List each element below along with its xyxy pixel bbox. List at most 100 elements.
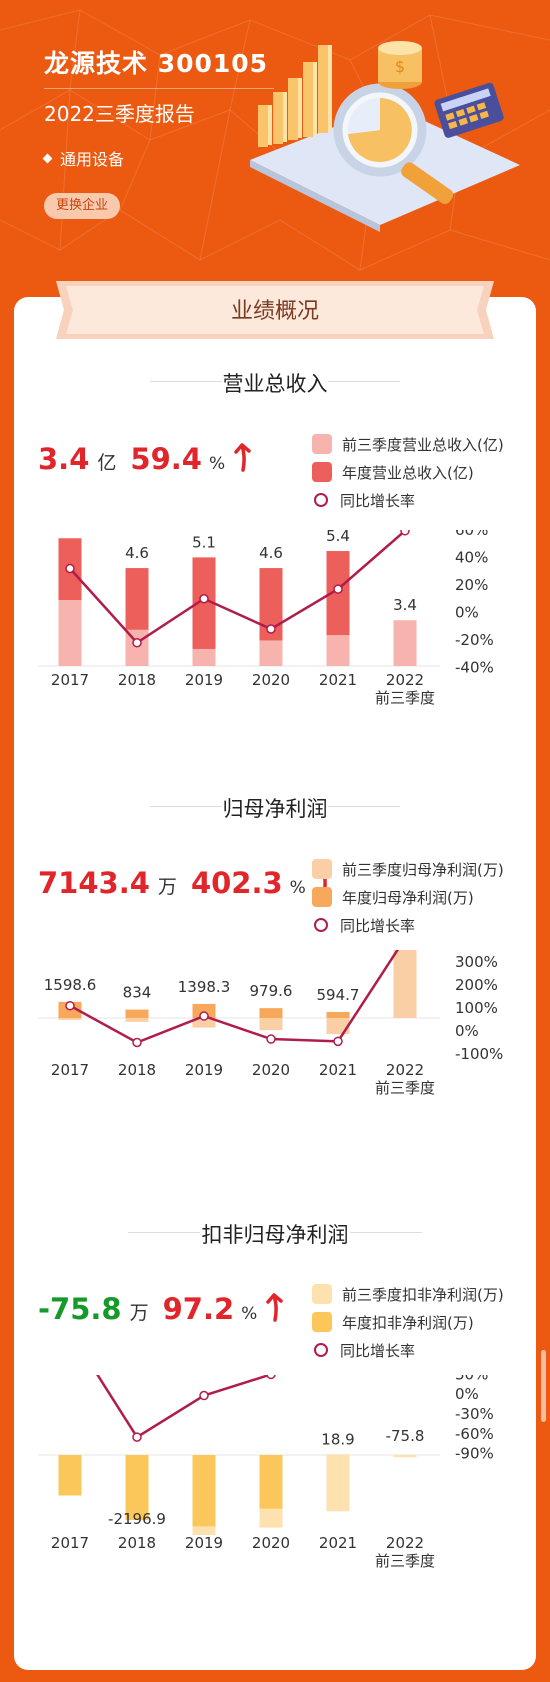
net-profit-title: 归母净利润 bbox=[222, 797, 328, 821]
growth-point bbox=[132, 638, 142, 648]
legend-label: 同比增长率 bbox=[340, 491, 416, 510]
svg-text:$: $ bbox=[395, 57, 405, 76]
bar-cumulative bbox=[259, 640, 283, 666]
growth-point bbox=[333, 1036, 343, 1047]
report-period: 2022三季度报告 bbox=[44, 102, 195, 126]
data-label: 979.6 bbox=[250, 982, 293, 1000]
legend-swatch bbox=[312, 1284, 332, 1304]
scrollbar[interactable] bbox=[541, 1350, 546, 1422]
data-label: 6 bbox=[65, 530, 75, 532]
y2-tick-label: -30% bbox=[455, 1405, 494, 1423]
y2-tick-label: -100% bbox=[455, 1045, 503, 1063]
net-profit-legend: 前三季度归母净利润(万) 年度归母净利润(万) 同比增长率 bbox=[312, 855, 504, 939]
growth-point bbox=[65, 563, 75, 574]
bar-cumulative bbox=[58, 1018, 82, 1020]
data-label: 594.7 bbox=[317, 986, 360, 1004]
bar-annual bbox=[259, 568, 283, 641]
kpi-growth: 97.2 bbox=[162, 1292, 235, 1326]
bar-annual bbox=[125, 568, 149, 630]
legend-label: 前三季度营业总收入(亿) bbox=[342, 435, 504, 454]
company-title: 龙源技术 300105 bbox=[44, 49, 269, 78]
growth-point bbox=[333, 584, 343, 594]
bar-cumulative bbox=[58, 600, 82, 666]
growth-point bbox=[199, 594, 209, 604]
legend-item-growth: 同比增长率 bbox=[312, 486, 504, 514]
legend-swatch bbox=[312, 887, 332, 907]
y2-tick-label: 20% bbox=[455, 576, 488, 594]
kpi-growth: 59.4 bbox=[130, 442, 202, 476]
legend-item-cum: 前三季度归母净利润(万) bbox=[312, 855, 504, 883]
growth-point bbox=[266, 1375, 276, 1380]
x-tick-label: 2017 bbox=[51, 671, 89, 689]
x-tick-label: 2019 bbox=[185, 1534, 223, 1552]
bar-annual bbox=[58, 1455, 82, 1496]
title-rule-left bbox=[150, 381, 222, 382]
revenue-title: 营业总收入 bbox=[222, 372, 328, 396]
data-label: 4.6 bbox=[125, 544, 149, 562]
y2-tick-label: 200% bbox=[455, 976, 498, 994]
kpi-value: 3.4 bbox=[38, 442, 90, 476]
legend-label: 同比增长率 bbox=[340, 916, 416, 935]
bar-annual bbox=[326, 1012, 350, 1018]
data-label: 1398.3 bbox=[178, 978, 231, 996]
y2-tick-label: 60% bbox=[455, 530, 488, 539]
x-tick-label: 2020 bbox=[252, 1061, 290, 1079]
growth-line bbox=[96, 1375, 273, 1439]
bar-cumulative bbox=[192, 648, 216, 666]
net-profit-kpi: 7143.4 万 402.3% bbox=[38, 866, 334, 900]
bar-cumulative bbox=[393, 950, 417, 1018]
legend-item-cum: 前三季度营业总收入(亿) bbox=[312, 430, 504, 458]
legend-item-cum: 前三季度扣非净利润(万) bbox=[312, 1280, 504, 1308]
kpi-unit: 万 bbox=[129, 1302, 149, 1324]
legend-item-annual: 年度营业总收入(亿) bbox=[312, 458, 504, 486]
legend-label: 年度扣非净利润(万) bbox=[342, 1313, 474, 1332]
growth-point bbox=[199, 1011, 209, 1021]
kpi-growth: 402.3 bbox=[190, 866, 283, 900]
bar-annual bbox=[259, 1008, 283, 1018]
bar-cumulative bbox=[393, 1455, 417, 1458]
x-tick-label: 2021 bbox=[319, 1061, 357, 1079]
y2-tick-label: 300% bbox=[455, 953, 498, 971]
data-label: 5.1 bbox=[192, 533, 216, 551]
results-card bbox=[14, 297, 536, 1670]
growth-point bbox=[266, 1034, 276, 1044]
industry-label: 通用设备 bbox=[60, 150, 125, 169]
data-label: 4.6 bbox=[259, 544, 283, 562]
section-heading: 业绩概况 bbox=[230, 299, 319, 324]
y2-tick-label: 30% bbox=[455, 1375, 488, 1383]
legend-swatch bbox=[312, 859, 332, 879]
x-tick-label: 2022 bbox=[386, 671, 424, 689]
bar-annual bbox=[192, 1455, 216, 1527]
growth-point bbox=[132, 1037, 142, 1048]
section-ribbon bbox=[56, 281, 494, 339]
bar-cumulative bbox=[125, 1018, 149, 1022]
x-tick-label: 前三季度 bbox=[375, 1552, 435, 1570]
bar-annual bbox=[125, 1455, 149, 1521]
legend-item-annual: 年度扣非净利润(万) bbox=[312, 1308, 504, 1336]
title-rule-left bbox=[150, 806, 222, 807]
title-rule-right bbox=[350, 1232, 422, 1233]
data-label: 1598.6 bbox=[44, 976, 97, 994]
x-tick-label: 2020 bbox=[252, 1534, 290, 1552]
y2-tick-label: 0% bbox=[455, 604, 479, 622]
adj-net-profit-kpi: -75.8 万 97.2% bbox=[38, 1292, 285, 1326]
x-tick-label: 2018 bbox=[118, 1534, 156, 1552]
switch-company-button[interactable]: 更换企业 bbox=[44, 193, 120, 219]
bar-annual bbox=[259, 1455, 283, 1509]
y2-tick-label: 0% bbox=[455, 1385, 479, 1403]
adj-net-profit-legend: 前三季度扣非净利润(万) 年度扣非净利润(万) 同比增长率 bbox=[312, 1280, 504, 1364]
kpi-value: -75.8 bbox=[38, 1292, 122, 1326]
title-rule-right bbox=[328, 381, 400, 382]
industry-tag: 通用设备 bbox=[42, 146, 125, 170]
hero-banner: 龙源技术 300105 2022三季度报告 通用设备 更换企业 $ bbox=[0, 0, 550, 300]
revenue-legend: 前三季度营业总收入(亿) 年度营业总收入(亿) 同比增长率 bbox=[312, 430, 504, 514]
y2-tick-label: -40% bbox=[455, 659, 494, 677]
legend-label: 年度归母净利润(万) bbox=[342, 888, 474, 907]
data-label: -75.8 bbox=[386, 1427, 425, 1445]
x-tick-label: 2019 bbox=[185, 671, 223, 689]
x-tick-label: 2021 bbox=[319, 1534, 357, 1552]
legend-swatch bbox=[312, 1312, 332, 1332]
legend-marker bbox=[314, 918, 328, 932]
growth-line bbox=[69, 950, 399, 1044]
bar-cumulative bbox=[259, 1018, 283, 1031]
